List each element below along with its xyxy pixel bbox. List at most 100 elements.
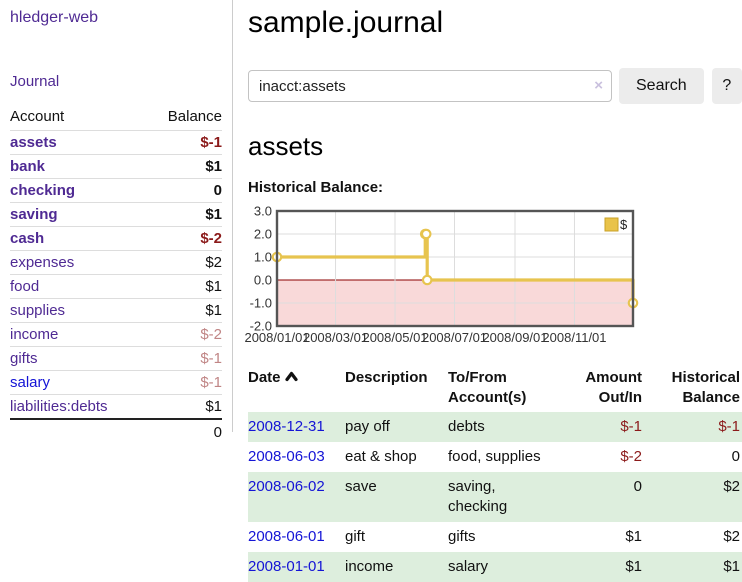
account-row: salary $-1	[10, 370, 222, 395]
svg-text:1.0: 1.0	[254, 250, 272, 265]
account-link[interactable]: liabilities:debts	[10, 398, 108, 415]
svg-text:2008/03/01: 2008/03/01	[303, 330, 368, 345]
transaction-accounts: debts	[448, 412, 560, 442]
sidebar-divider	[232, 0, 233, 432]
account-row: supplies $1	[10, 298, 222, 323]
accounts-table: Account Balance assets $-1 bank $1 checking 0…	[10, 103, 222, 445]
svg-text:2008/11/01: 2008/11/01	[542, 330, 606, 345]
account-link[interactable]: saving	[10, 206, 58, 223]
account-link[interactable]: bank	[10, 158, 46, 175]
transaction-date-link[interactable]: 2008-01-01	[248, 558, 325, 575]
account-row: expenses $2	[10, 250, 222, 275]
transaction-date-link[interactable]: 2008-06-02	[248, 478, 325, 495]
search-box: ×	[248, 70, 612, 102]
account-link[interactable]: assets	[10, 134, 57, 151]
transaction-amount: $1	[625, 528, 642, 545]
transaction-historical-balance: $-1	[644, 412, 742, 442]
transaction-description: pay off	[345, 412, 448, 442]
transaction-historical-balance: 0	[731, 448, 740, 465]
register-header-accounts: To/From Account(s)	[448, 369, 527, 406]
nav-journal-link[interactable]: Journal	[10, 73, 60, 90]
register-row: 2008-01-01 income salary $1 $1	[248, 552, 742, 582]
sort-ascending-icon	[284, 368, 298, 388]
transaction-date-link[interactable]: 2008-06-01	[248, 528, 325, 545]
account-row: food $1	[10, 274, 222, 299]
transaction-date-link[interactable]: 2008-12-31	[248, 418, 325, 435]
transaction-description: gift	[345, 528, 366, 545]
account-row: cash $-2	[10, 226, 222, 251]
accounts-body: assets $-1 bank $1 checking 0 saving $1 cash $-2 e…	[10, 130, 222, 420]
register-header-amount: Amount Out/In	[585, 369, 642, 406]
transaction-amount: $-1	[560, 412, 644, 442]
svg-text:2008/07/01: 2008/07/01	[422, 330, 487, 345]
register-row: 2008-12-31 pay off debts $-1 $-1	[248, 412, 742, 442]
account-row: bank $1	[10, 154, 222, 179]
search-button[interactable]: Search	[619, 68, 704, 104]
account-balance: $-2	[200, 326, 222, 343]
account-row: assets $-1	[10, 130, 222, 155]
account-balance: $-1	[200, 134, 222, 151]
historical-balance-chart: $3.0 2.0 1.0 0.0 -1.0 -2.0 2008/01/01 2008/03/0…	[244, 203, 648, 349]
account-link[interactable]: income	[10, 326, 59, 343]
account-row: liabilities:debts $1	[10, 394, 222, 420]
app-title-link[interactable]: hledger-web	[10, 9, 99, 26]
register-row: 2008-06-03 eat & shop food, supplies $-2 0	[248, 442, 742, 472]
account-balance: 0	[213, 182, 222, 199]
register-header-date[interactable]: Date	[248, 364, 345, 412]
clear-search-icon[interactable]: ×	[594, 77, 603, 94]
transaction-historical-balance: $2	[644, 472, 742, 522]
search-input[interactable]	[248, 70, 612, 102]
chart-label: Historical Balance:	[248, 179, 384, 196]
account-balance: $-1	[200, 374, 222, 391]
account-link[interactable]: food	[10, 278, 40, 295]
account-link[interactable]: gifts	[10, 350, 38, 367]
account-balance: $2	[205, 254, 222, 271]
sidebar: hledger-web Journal Account Balance asse…	[0, 0, 228, 445]
transaction-amount: $-2	[620, 448, 642, 465]
account-link[interactable]: cash	[10, 230, 45, 247]
transaction-accounts: food, supplies	[448, 448, 541, 465]
svg-text:2008/09/01: 2008/09/01	[482, 330, 547, 345]
register-row: 2008-06-02 save saving, checking 0 $2	[248, 472, 742, 522]
register-row: 2008-06-01 gift gifts $1 $2	[248, 522, 742, 552]
svg-text:$: $	[620, 217, 628, 232]
account-balance: $-1	[200, 350, 222, 367]
svg-text:2008/05/01: 2008/05/01	[362, 330, 427, 345]
register-header-historical: Historical Balance	[671, 369, 740, 406]
account-balance: $1	[205, 302, 222, 319]
accounts-header-account: Account	[10, 108, 65, 125]
search-row: × Search ?	[248, 68, 742, 104]
transaction-historical-balance: $2	[723, 528, 740, 545]
svg-text:0.0: 0.0	[254, 273, 272, 288]
svg-text:2008/01/01: 2008/01/01	[244, 330, 309, 345]
account-balance: $1	[205, 278, 222, 295]
account-link[interactable]: expenses	[10, 254, 75, 271]
register-table: Date Description To/From Account(s) Amou…	[248, 364, 742, 582]
transaction-amount: $1	[560, 552, 644, 582]
transaction-date-link[interactable]: 2008-06-03	[248, 448, 325, 465]
account-link[interactable]: supplies	[10, 302, 66, 319]
svg-text:-2.0: -2.0	[250, 319, 272, 334]
account-link[interactable]: salary	[10, 374, 51, 391]
account-link[interactable]: checking	[10, 182, 76, 199]
account-row: checking 0	[10, 178, 222, 203]
account-balance: $1	[205, 158, 222, 175]
main-panel: sample.journal × Search ? assets Histori…	[244, 0, 742, 582]
help-button[interactable]: ?	[711, 68, 742, 104]
transaction-accounts: salary	[448, 552, 560, 582]
transaction-accounts: saving, checking	[448, 472, 560, 522]
account-row: saving $1	[10, 202, 222, 227]
account-row: gifts $-1	[10, 346, 222, 371]
svg-text:3.0: 3.0	[254, 204, 272, 219]
account-balance: $-2	[200, 230, 222, 247]
accounts-total-balance: 0	[213, 424, 222, 441]
transaction-description: income	[345, 552, 448, 582]
svg-text:2.0: 2.0	[254, 227, 272, 242]
transaction-historical-balance: $1	[644, 552, 742, 582]
account-balance: $1	[205, 398, 222, 415]
account-balance: $1	[205, 206, 222, 223]
accounts-header-row: Account Balance	[10, 103, 222, 131]
register-header-row: Date Description To/From Account(s) Amou…	[248, 364, 742, 412]
svg-text:-1.0: -1.0	[250, 296, 272, 311]
account-row: income $-2	[10, 322, 222, 347]
